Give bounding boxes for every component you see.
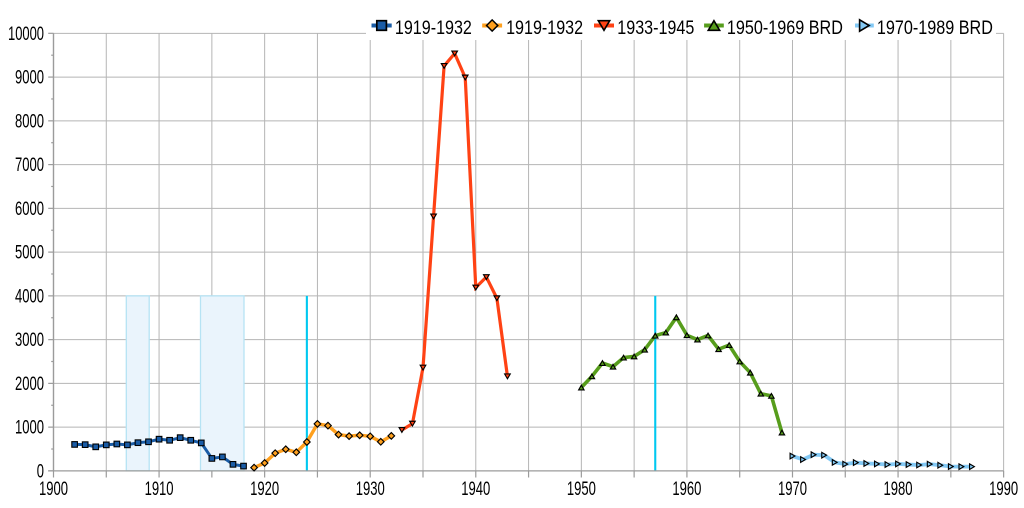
- svg-text:0: 0: [37, 462, 44, 483]
- svg-text:1933-1945: 1933-1945: [617, 18, 694, 39]
- svg-text:1970: 1970: [778, 479, 807, 500]
- svg-text:9000: 9000: [15, 68, 44, 89]
- svg-text:1970-1989 BRD: 1970-1989 BRD: [877, 18, 993, 39]
- svg-text:7000: 7000: [15, 155, 44, 176]
- svg-text:1950-1969 BRD: 1950-1969 BRD: [727, 18, 843, 39]
- svg-text:1990: 1990: [989, 479, 1018, 500]
- svg-text:5000: 5000: [15, 243, 44, 264]
- svg-text:1950: 1950: [567, 479, 596, 500]
- svg-text:1919-1932: 1919-1932: [395, 18, 472, 39]
- svg-text:4000: 4000: [15, 286, 44, 307]
- svg-text:1960: 1960: [672, 479, 701, 500]
- svg-text:1910: 1910: [145, 479, 174, 500]
- svg-text:1919-1932: 1919-1932: [506, 18, 583, 39]
- svg-text:2000: 2000: [15, 374, 44, 395]
- svg-text:1000: 1000: [15, 418, 44, 439]
- svg-text:1980: 1980: [884, 479, 913, 500]
- svg-text:10000: 10000: [8, 24, 44, 45]
- svg-text:6000: 6000: [15, 199, 44, 220]
- svg-text:1900: 1900: [39, 479, 68, 500]
- svg-text:8000: 8000: [15, 111, 44, 132]
- svg-text:1940: 1940: [461, 479, 490, 500]
- svg-text:3000: 3000: [15, 330, 44, 351]
- svg-text:1930: 1930: [356, 479, 385, 500]
- svg-text:1920: 1920: [250, 479, 279, 500]
